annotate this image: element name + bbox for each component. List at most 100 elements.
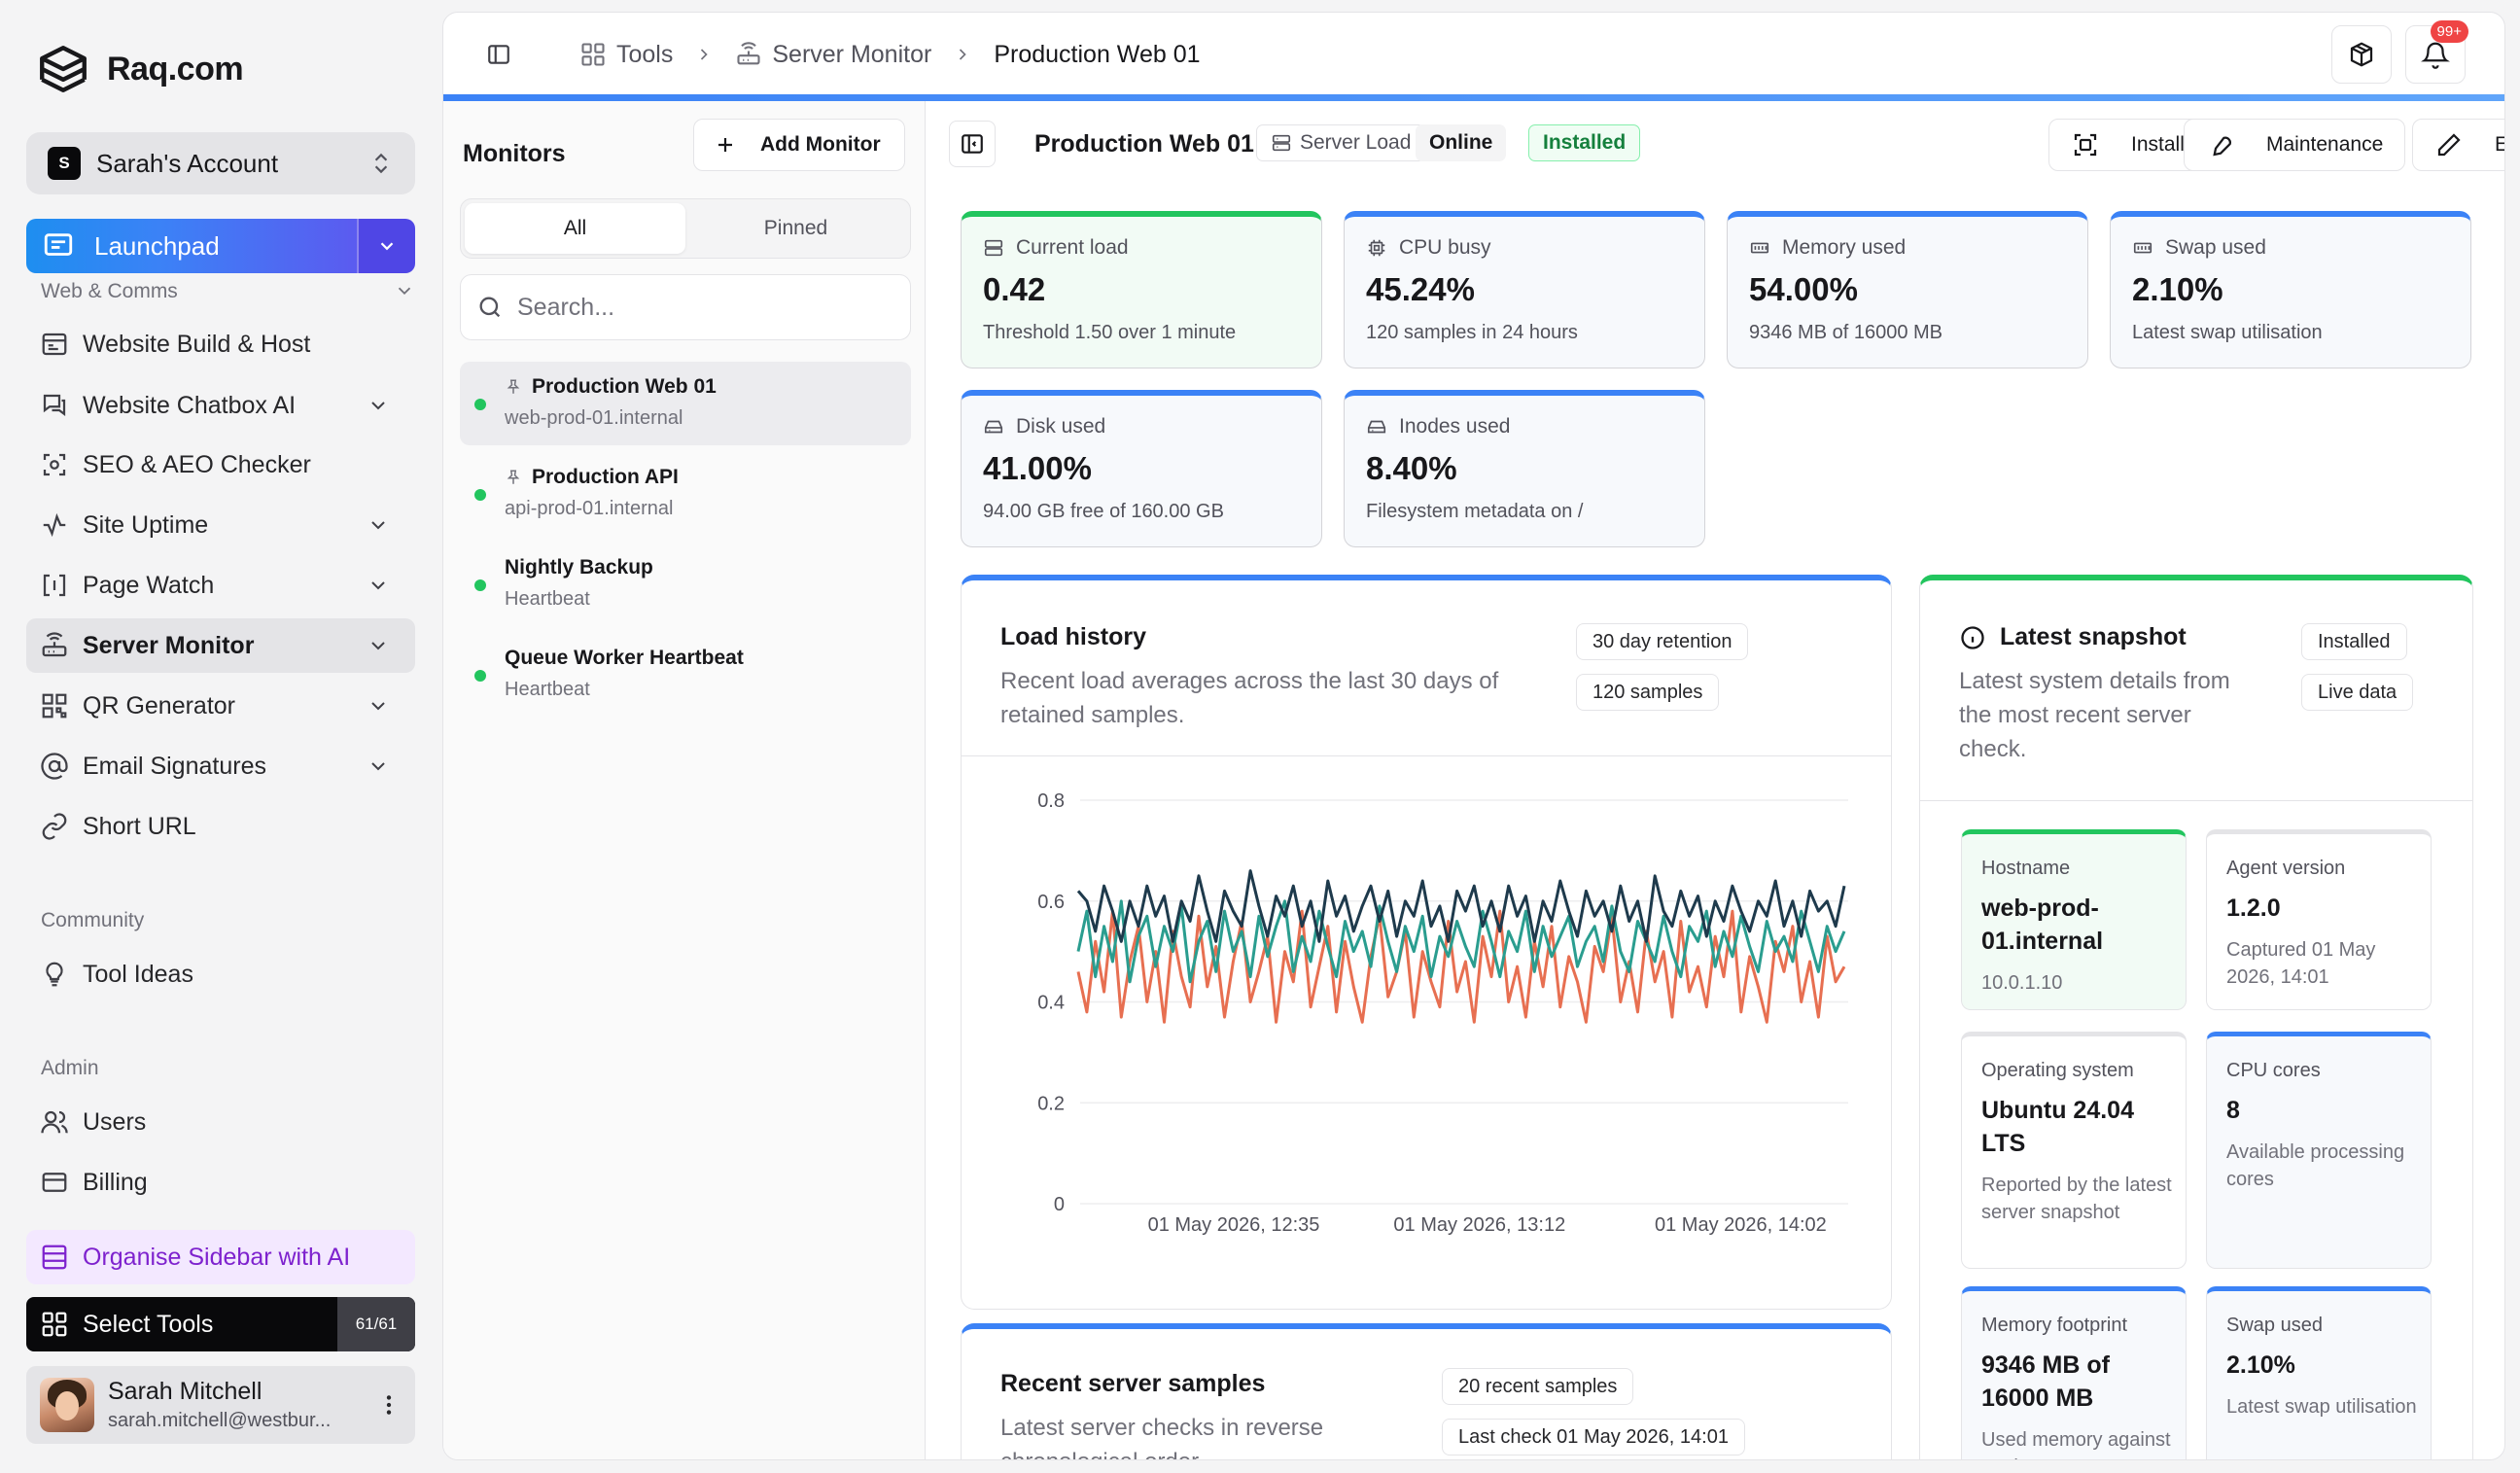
sidebar-item-website-build[interactable]: Website Build & Host — [26, 317, 415, 371]
monitor-item[interactable]: Production Web 01 web-prod-01.internal — [460, 362, 911, 445]
stat-label: Current load — [1016, 236, 1129, 259]
sidebar-toggle-icon[interactable] — [486, 42, 511, 67]
divider — [1920, 800, 2472, 801]
tab-pinned[interactable]: Pinned — [763, 217, 828, 239]
sidebar-item-qr-generator[interactable]: QR Generator — [26, 679, 415, 733]
more-vertical-icon[interactable] — [376, 1392, 402, 1418]
breadcrumb-tools[interactable]: Tools — [616, 40, 674, 68]
chevrons-up-down-icon — [368, 151, 394, 176]
load-history-subtitle: Recent load averages across the last 30 … — [1000, 664, 1498, 732]
activity-icon — [40, 510, 69, 540]
breadcrumb-server-monitor[interactable]: Server Monitor — [772, 40, 932, 68]
install-label: Install — [2131, 133, 2185, 156]
tile-value: Ubuntu 24.04 LTS — [1981, 1097, 2134, 1157]
brand-logo[interactable]: Raq.com — [35, 39, 244, 99]
monitor-item[interactable]: Production API api-prod-01.internal — [460, 452, 911, 536]
edit-button[interactable]: Edit — [2412, 119, 2504, 171]
x-tick-label: 01 May 2026, 14:02 — [1655, 1214, 1827, 1236]
sidebar-item-page-watch[interactable]: Page Watch — [26, 558, 415, 613]
package-button[interactable] — [2331, 25, 2392, 84]
stat-value: 45.24% — [1366, 271, 1475, 307]
retention-tag: 30 day retention — [1576, 623, 1749, 660]
tile-value: web-prod-01.internal — [1981, 894, 2104, 955]
stat-label: Inodes used — [1399, 415, 1511, 438]
user-email: sarah.mitchell@westbur... — [108, 1410, 332, 1431]
collapse-list-button[interactable] — [949, 121, 996, 167]
type-label: Server Load — [1300, 131, 1412, 154]
sidebar-item-website-chatbox[interactable]: Website Chatbox AI — [26, 378, 415, 433]
monitor-name: Nightly Backup — [505, 556, 653, 579]
sidebar-item-short-url[interactable]: Short URL — [26, 799, 415, 854]
select-tools-button[interactable]: Select Tools 61/61 — [26, 1297, 415, 1351]
section-web-label: Web & Comms — [41, 280, 178, 302]
brand-name: Raq.com — [107, 50, 244, 88]
stat-value: 0.42 — [983, 271, 1046, 307]
chevron-down-icon — [367, 574, 390, 597]
section-web-comms[interactable]: Web & Comms — [41, 280, 415, 303]
stat-label: Memory used — [1782, 236, 1907, 259]
recent-subtitle: Latest server checks in reverse chronolog… — [1000, 1411, 1323, 1459]
tab-all[interactable]: All — [465, 203, 685, 254]
install-button[interactable]: Install — [2048, 119, 2207, 171]
recent-samples-card: Recent server samples Latest server chec… — [961, 1323, 1892, 1459]
list-icon — [40, 1243, 69, 1272]
samples-tag: 120 samples — [1576, 674, 1720, 711]
recent-title: Recent server samples — [1000, 1370, 1266, 1397]
plus-icon — [714, 133, 737, 157]
sidebar-item-server-monitor[interactable]: Server Monitor — [26, 618, 415, 673]
y-tick-label: 0 — [1054, 1194, 1065, 1215]
stat-memory-used: Memory used 54.00% 9346 MB of 16000 MB — [1727, 211, 2088, 368]
latest-snapshot-card: Latest snapshot Latest system details fr… — [1919, 575, 2473, 1459]
notifications-button[interactable]: 99+ — [2405, 20, 2468, 84]
stat-sub: 9346 MB of 16000 MB — [1749, 322, 1943, 343]
y-tick-label: 0.8 — [1037, 790, 1065, 812]
monitor-item[interactable]: Nightly Backup Heartbeat — [460, 543, 911, 626]
user-menu[interactable]: Sarah Mitchell sarah.mitchell@westbur... — [26, 1366, 415, 1444]
sidebar-item-tool-ideas[interactable]: Tool Ideas — [26, 947, 415, 1001]
sidebar-item-seo-checker[interactable]: SEO & AEO Checker — [26, 438, 415, 492]
link-icon — [40, 812, 69, 841]
search-input[interactable]: Search... — [460, 274, 911, 340]
maintenance-label: Maintenance — [2266, 133, 2384, 156]
stack-logo-icon — [35, 39, 91, 99]
launchpad-button[interactable]: Launchpad — [26, 219, 415, 273]
monitor-host: Heartbeat — [505, 679, 590, 700]
stat-inodes-used: Inodes used 8.40% Filesystem metadata on… — [1344, 390, 1705, 547]
bell-icon — [2421, 40, 2450, 69]
account-name: Sarah's Account — [96, 148, 279, 178]
series-line — [1076, 909, 1846, 1024]
x-tick-label: 01 May 2026, 13:12 — [1393, 1214, 1565, 1236]
chevron-right-icon — [953, 45, 972, 64]
tile-sub: Available processing cores — [2226, 1141, 2405, 1190]
monitor-name: Production API — [532, 466, 679, 488]
sidebar-item-users[interactable]: Users — [26, 1095, 415, 1149]
launchpad-dropdown[interactable] — [357, 219, 415, 273]
breadcrumb-current: Production Web 01 — [994, 40, 1201, 68]
scan-install-icon — [2071, 130, 2100, 159]
account-switcher[interactable]: S Sarah's Account — [26, 132, 415, 194]
sidebar: Raq.com S Sarah's Account Launchpad Web … — [0, 0, 442, 1473]
select-tools-count: 61/61 — [337, 1297, 415, 1351]
tile-sub: Captured 01 May 2026, 14:01 — [2226, 939, 2376, 988]
edit-label: Edit — [2495, 133, 2504, 157]
snapshot-title: Latest snapshot — [2000, 623, 2187, 650]
server-icon — [983, 237, 1004, 259]
maintenance-button[interactable]: Maintenance — [2184, 119, 2406, 171]
sidebar-item-billing[interactable]: Billing — [26, 1155, 415, 1210]
chevron-right-icon — [694, 45, 714, 64]
sidebar-item-label: SEO & AEO Checker — [83, 450, 311, 478]
sidebar-item-email-signatures[interactable]: Email Signatures — [26, 739, 415, 793]
tile-value: 1.2.0 — [2226, 894, 2281, 922]
monitor-item[interactable]: Queue Worker Heartbeat Heartbeat — [460, 633, 911, 717]
sidebar-item-site-uptime[interactable]: Site Uptime — [26, 498, 415, 552]
sidebar-item-label: Site Uptime — [83, 510, 209, 539]
stat-value: 41.00% — [983, 450, 1092, 486]
message-square-icon — [42, 229, 75, 263]
x-tick-label: 01 May 2026, 12:35 — [1148, 1214, 1320, 1236]
add-monitor-label: Add Monitor — [760, 133, 881, 156]
organise-sidebar-button[interactable]: Organise Sidebar with AI — [26, 1230, 415, 1284]
series-line — [1076, 869, 1846, 943]
launchpad-main[interactable]: Launchpad — [26, 219, 357, 273]
qr-icon — [40, 691, 69, 720]
add-monitor-button[interactable]: Add Monitor — [693, 119, 905, 171]
